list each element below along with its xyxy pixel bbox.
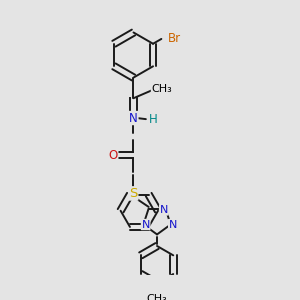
Text: CH₃: CH₃ [147, 294, 167, 300]
Text: N: N [160, 205, 168, 215]
Text: N: N [141, 220, 150, 230]
Text: H: H [149, 113, 158, 126]
Text: S: S [129, 187, 138, 200]
Text: N: N [129, 112, 138, 124]
Text: CH₃: CH₃ [152, 84, 172, 94]
Text: O: O [109, 149, 118, 162]
Text: Br: Br [168, 32, 181, 45]
Text: N: N [169, 220, 177, 230]
